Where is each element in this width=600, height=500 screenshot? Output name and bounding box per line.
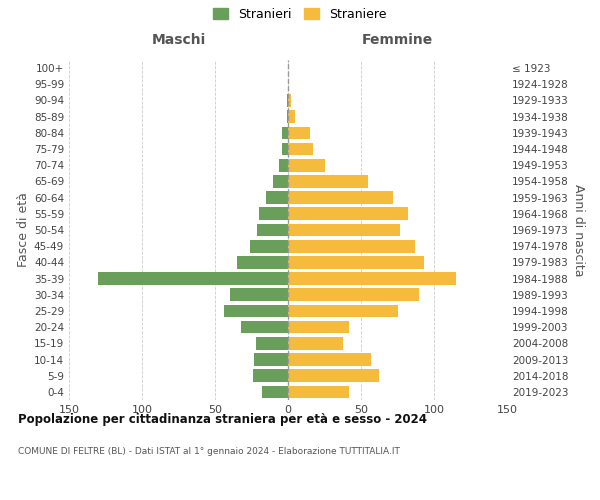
- Text: COMUNE DI FELTRE (BL) - Dati ISTAT al 1° gennaio 2024 - Elaborazione TUTTITALIA.: COMUNE DI FELTRE (BL) - Dati ISTAT al 1°…: [18, 448, 400, 456]
- Bar: [288, 386, 349, 398]
- Bar: [282, 126, 288, 139]
- Text: Femmine: Femmine: [362, 33, 433, 47]
- Bar: [237, 256, 288, 268]
- Bar: [288, 192, 393, 204]
- Bar: [288, 240, 415, 252]
- Bar: [262, 386, 288, 398]
- Text: Maschi: Maschi: [151, 33, 206, 47]
- Bar: [287, 94, 288, 107]
- Bar: [266, 192, 288, 204]
- Bar: [279, 159, 288, 172]
- Bar: [288, 94, 291, 107]
- Bar: [288, 208, 408, 220]
- Bar: [288, 256, 424, 268]
- Bar: [250, 240, 288, 252]
- Bar: [288, 321, 349, 334]
- Bar: [288, 126, 310, 139]
- Text: Popolazione per cittadinanza straniera per età e sesso - 2024: Popolazione per cittadinanza straniera p…: [18, 412, 427, 426]
- Bar: [288, 370, 379, 382]
- Bar: [98, 272, 288, 285]
- Bar: [288, 159, 325, 172]
- Bar: [288, 110, 295, 123]
- Bar: [256, 337, 288, 349]
- Bar: [241, 321, 288, 334]
- Bar: [253, 370, 288, 382]
- Bar: [288, 175, 368, 188]
- Bar: [282, 142, 288, 156]
- Bar: [257, 224, 288, 236]
- Legend: Stranieri, Straniere: Stranieri, Straniere: [208, 2, 392, 26]
- Bar: [224, 304, 288, 318]
- Bar: [230, 288, 288, 301]
- Bar: [254, 353, 288, 366]
- Bar: [288, 304, 398, 318]
- Bar: [288, 288, 419, 301]
- Y-axis label: Anni di nascita: Anni di nascita: [572, 184, 585, 276]
- Bar: [288, 272, 456, 285]
- Bar: [259, 208, 288, 220]
- Bar: [288, 337, 343, 349]
- Bar: [288, 142, 313, 156]
- Y-axis label: Fasce di età: Fasce di età: [17, 192, 30, 268]
- Bar: [288, 353, 371, 366]
- Bar: [287, 110, 288, 123]
- Bar: [288, 224, 400, 236]
- Bar: [274, 175, 288, 188]
